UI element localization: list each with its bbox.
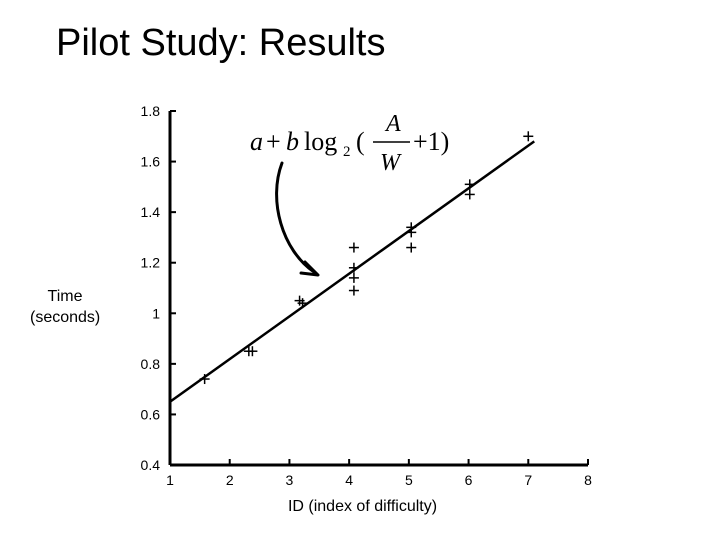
- data-point: [247, 346, 258, 357]
- data-point: [348, 262, 359, 273]
- x-tick-label: 8: [584, 472, 592, 488]
- data-point: [348, 285, 359, 296]
- data-point: [464, 179, 475, 190]
- svg-text:log: log: [304, 127, 337, 156]
- y-tick-label: 0.8: [141, 356, 161, 372]
- y-axis-label: Time (seconds): [30, 286, 100, 328]
- y-tick-label: 1.6: [141, 154, 161, 170]
- svg-text:(: (: [356, 127, 365, 156]
- y-tick-label: 0.4: [141, 457, 161, 473]
- x-tick-label: 2: [226, 472, 234, 488]
- data-point: [348, 272, 359, 283]
- plot-axes: [168, 111, 588, 467]
- svg-text:2: 2: [343, 144, 351, 160]
- y-tick-label: 1.2: [141, 255, 161, 271]
- annotation-arrow: [275, 161, 316, 274]
- y-tick-label: 1: [152, 305, 160, 321]
- fit-line-group: [169, 140, 535, 403]
- x-tick-label: 7: [524, 472, 532, 488]
- y-axis-label-line-2: (seconds): [30, 309, 101, 326]
- y-tick-label: 1.4: [141, 204, 161, 220]
- data-point: [464, 189, 475, 200]
- x-tick-label: 3: [286, 472, 294, 488]
- svg-text:a: a: [250, 127, 263, 156]
- x-axis-label: ID (index of difficulty): [287, 498, 438, 515]
- data-point: [348, 242, 359, 253]
- svg-text:W: W: [380, 150, 402, 176]
- x-tick-label: 4: [345, 472, 353, 488]
- slide-title: Pilot Study: Results: [56, 22, 386, 64]
- y-axis-label-line-1: Time: [47, 288, 83, 305]
- y-tick-label: 1.8: [141, 103, 161, 119]
- data-point: [297, 298, 308, 309]
- annotation-arrowhead: [299, 260, 320, 277]
- x-axis-ticks: 1 2 3 4 5 6 7 8: [166, 459, 592, 488]
- x-tick-label: 6: [465, 472, 473, 488]
- svg-text:b: b: [286, 127, 299, 156]
- data-point: [523, 131, 534, 142]
- svg-text:+1): +1): [413, 127, 449, 156]
- fit-line: [169, 140, 535, 403]
- data-points: [199, 131, 534, 385]
- formula-annotation: a + b log 2 ( A W +1): [250, 111, 449, 176]
- y-tick-label: 0.6: [141, 406, 161, 422]
- x-tick-label: 1: [166, 472, 174, 488]
- svg-text:+: +: [266, 127, 281, 156]
- data-point: [406, 242, 417, 253]
- data-point: [199, 374, 210, 385]
- data-point: [406, 227, 417, 238]
- y-axis-ticks: 0.4 0.6 0.8 1 1.2 1.4 1.6 1.8: [141, 103, 176, 473]
- x-tick-label: 5: [405, 472, 413, 488]
- svg-text:A: A: [384, 111, 401, 137]
